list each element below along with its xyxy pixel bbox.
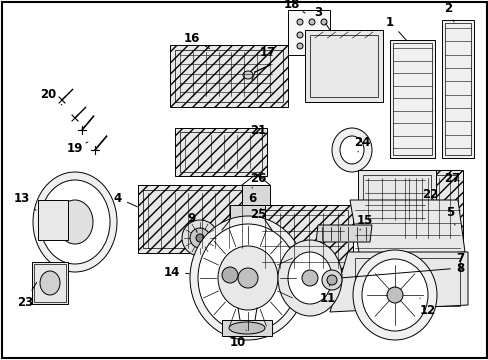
Ellipse shape bbox=[361, 259, 427, 331]
Bar bbox=[170, 45, 287, 107]
Ellipse shape bbox=[331, 128, 371, 172]
Ellipse shape bbox=[196, 234, 203, 242]
Ellipse shape bbox=[296, 43, 303, 49]
Bar bbox=[242, 185, 269, 207]
Polygon shape bbox=[329, 252, 467, 312]
Ellipse shape bbox=[320, 43, 326, 49]
Text: 7: 7 bbox=[455, 252, 463, 270]
Ellipse shape bbox=[190, 216, 305, 340]
Ellipse shape bbox=[33, 172, 117, 272]
Text: 23: 23 bbox=[17, 282, 37, 309]
Ellipse shape bbox=[296, 32, 303, 38]
Bar bbox=[287, 10, 329, 55]
Ellipse shape bbox=[296, 19, 303, 25]
Ellipse shape bbox=[40, 180, 110, 264]
Bar bbox=[229, 205, 264, 240]
Bar bbox=[399, 175, 457, 243]
Text: 2: 2 bbox=[443, 1, 453, 22]
Text: 16: 16 bbox=[183, 31, 209, 49]
Ellipse shape bbox=[308, 19, 314, 25]
Text: 6: 6 bbox=[247, 192, 262, 210]
Ellipse shape bbox=[308, 32, 314, 38]
Ellipse shape bbox=[57, 200, 93, 244]
Ellipse shape bbox=[238, 268, 258, 288]
Bar bbox=[142, 190, 250, 248]
Ellipse shape bbox=[218, 246, 278, 310]
Text: 21: 21 bbox=[249, 123, 265, 140]
Bar bbox=[444, 23, 470, 155]
Bar bbox=[260, 210, 347, 268]
Bar bbox=[354, 258, 459, 306]
Text: 12: 12 bbox=[419, 298, 435, 316]
Text: 14: 14 bbox=[163, 266, 189, 279]
Bar bbox=[357, 170, 435, 235]
Ellipse shape bbox=[320, 32, 326, 38]
Ellipse shape bbox=[320, 19, 326, 25]
Ellipse shape bbox=[190, 228, 209, 248]
Bar bbox=[254, 205, 352, 273]
Bar bbox=[392, 43, 431, 155]
Bar bbox=[34, 264, 66, 302]
Bar bbox=[305, 30, 382, 102]
Text: 11: 11 bbox=[319, 285, 335, 305]
Bar bbox=[394, 170, 462, 248]
Text: 9: 9 bbox=[187, 211, 197, 233]
Bar bbox=[138, 185, 256, 253]
Text: 5: 5 bbox=[445, 206, 454, 225]
Text: 15: 15 bbox=[356, 213, 372, 230]
Text: 13: 13 bbox=[14, 192, 36, 210]
Text: 24: 24 bbox=[353, 135, 369, 152]
Ellipse shape bbox=[321, 270, 341, 290]
Ellipse shape bbox=[326, 275, 336, 285]
Ellipse shape bbox=[40, 271, 60, 295]
Bar bbox=[309, 35, 377, 97]
Text: 3: 3 bbox=[313, 5, 330, 31]
Ellipse shape bbox=[222, 267, 238, 283]
Text: 18: 18 bbox=[283, 0, 305, 13]
Text: 4: 4 bbox=[114, 192, 137, 207]
Bar bbox=[32, 262, 68, 304]
Bar bbox=[175, 50, 283, 102]
Text: 10: 10 bbox=[229, 330, 246, 348]
Text: 8: 8 bbox=[342, 261, 463, 278]
Bar bbox=[389, 40, 434, 158]
Ellipse shape bbox=[302, 270, 317, 286]
Text: 17: 17 bbox=[259, 45, 276, 65]
Ellipse shape bbox=[339, 136, 363, 164]
Bar bbox=[222, 320, 271, 336]
Polygon shape bbox=[349, 200, 464, 258]
Ellipse shape bbox=[228, 322, 264, 334]
Ellipse shape bbox=[278, 240, 341, 316]
Text: 20: 20 bbox=[40, 89, 62, 105]
Bar bbox=[175, 128, 266, 176]
Ellipse shape bbox=[198, 224, 297, 332]
Bar bbox=[362, 175, 430, 230]
Ellipse shape bbox=[352, 250, 436, 340]
Bar bbox=[38, 200, 68, 240]
Text: 19: 19 bbox=[67, 141, 88, 154]
Text: 1: 1 bbox=[385, 15, 406, 40]
Text: 25: 25 bbox=[249, 208, 265, 221]
Ellipse shape bbox=[182, 220, 218, 256]
Text: 22: 22 bbox=[421, 189, 437, 202]
Ellipse shape bbox=[308, 43, 314, 49]
Bar bbox=[180, 132, 262, 172]
Ellipse shape bbox=[386, 287, 402, 303]
Ellipse shape bbox=[287, 252, 331, 304]
Ellipse shape bbox=[243, 71, 252, 79]
Text: 27: 27 bbox=[443, 171, 459, 184]
Text: 26: 26 bbox=[249, 171, 265, 188]
Bar bbox=[441, 20, 473, 158]
Polygon shape bbox=[315, 225, 371, 242]
